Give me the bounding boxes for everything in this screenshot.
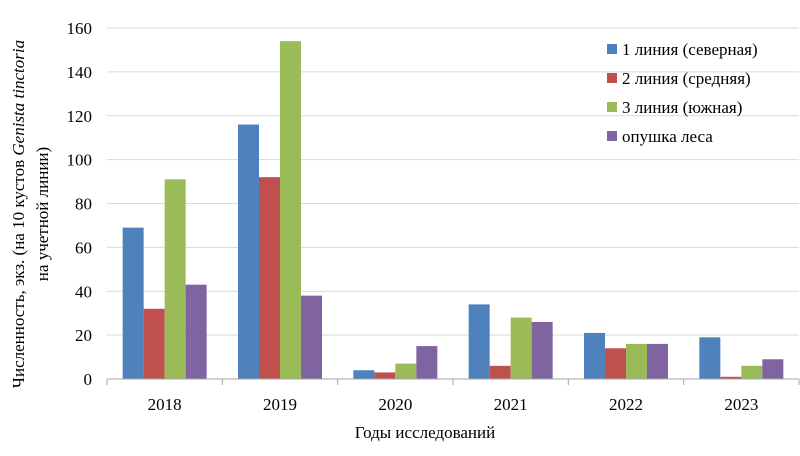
bar-2018-series-2	[143, 308, 165, 379]
y-tick-label-40: 40	[75, 282, 92, 301]
legend: 1 линия (северная) 2 линия (средняя) 3 лин…	[607, 40, 758, 146]
bar-2022-series-4	[647, 343, 668, 379]
x-tick-label-2020: 2020	[378, 395, 412, 414]
y-tick-label-100: 100	[67, 151, 93, 170]
y-tick-label-60: 60	[75, 238, 92, 257]
bar-2021-series-4	[531, 321, 553, 379]
legend-label-3: 3 линия (южная)	[622, 98, 742, 117]
legend-swatch-2	[607, 73, 617, 83]
legend-label-4: опушка леса	[622, 127, 713, 146]
bar-2019-series-4	[301, 295, 322, 379]
y-axis-label: Численность, экз. (на 10 кустов Genista …	[9, 40, 52, 388]
y-tick-label-20: 20	[75, 326, 92, 345]
bar-2022-series-2	[605, 348, 626, 379]
bar-2018-series-1	[122, 227, 144, 379]
bar-2021-series-3	[510, 317, 532, 379]
x-tick-label-2019: 2019	[263, 395, 297, 414]
bar-2022-series-3	[626, 343, 647, 379]
y-axis-label-line1: Численность, экз. (на 10 кустов	[9, 156, 28, 388]
y-tick-labels: 0 20 40 60 80 100 120 140 160	[67, 19, 93, 389]
legend-swatch-1	[607, 44, 617, 54]
x-tick-labels: 2018 2019 2020 2021 2022 2023	[148, 395, 759, 414]
y-tick-label-80: 80	[75, 195, 92, 214]
bar-2018-series-3	[164, 179, 186, 379]
grid-lines	[107, 27, 799, 336]
x-tick-label-2023: 2023	[724, 395, 758, 414]
x-tick-label-2021: 2021	[494, 395, 528, 414]
x-axis-label: Годы исследований	[355, 423, 495, 442]
bar-2023-series-2	[720, 376, 742, 379]
y-tick-label-120: 120	[67, 107, 93, 126]
legend-label-1: 1 линия (северная)	[622, 40, 758, 59]
y-tick-label-0: 0	[84, 370, 93, 389]
bar-2018-series-4	[185, 284, 207, 379]
bar-2023-series-3	[741, 365, 763, 379]
x-tick-label-2018: 2018	[148, 395, 182, 414]
y-tick-label-160: 160	[67, 19, 93, 38]
bar-2020-series-1	[353, 370, 375, 379]
bar-2019-series-1	[238, 124, 259, 380]
bar-2023-series-4	[762, 359, 784, 379]
bar-2019-series-2	[259, 177, 280, 379]
bar-2022-series-1	[584, 332, 605, 379]
bar-2019-series-3	[280, 41, 301, 379]
x-tick-label-2022: 2022	[609, 395, 643, 414]
y-axis-label-species: Genista tinctoria	[9, 40, 28, 156]
y-axis-label-line2: на учетной линии)	[33, 147, 52, 281]
bar-2020-series-2	[374, 372, 396, 379]
y-tick-label-140: 140	[67, 63, 93, 82]
bar-2020-series-4	[416, 346, 438, 379]
svg-text:Численность, экз. (на 10 кусто: Численность, экз. (на 10 кустов Genista …	[9, 40, 28, 388]
legend-label-2: 2 линия (средняя)	[622, 69, 751, 88]
legend-swatch-3	[607, 102, 617, 112]
bar-2021-series-2	[489, 365, 511, 379]
axes	[106, 378, 800, 385]
bar-2021-series-1	[468, 304, 490, 379]
legend-swatch-4	[607, 131, 617, 141]
bar-2023-series-1	[699, 337, 721, 379]
bars	[122, 41, 784, 380]
bar-2020-series-3	[395, 363, 417, 379]
